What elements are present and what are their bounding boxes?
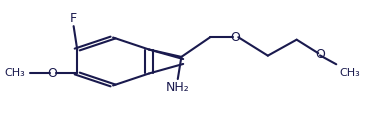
Text: CH₃: CH₃ <box>4 69 25 78</box>
Text: O: O <box>315 48 325 61</box>
Text: F: F <box>70 12 77 25</box>
Text: O: O <box>47 67 57 80</box>
Text: NH₂: NH₂ <box>166 81 190 94</box>
Text: O: O <box>231 31 240 44</box>
Text: CH₃: CH₃ <box>340 68 361 78</box>
